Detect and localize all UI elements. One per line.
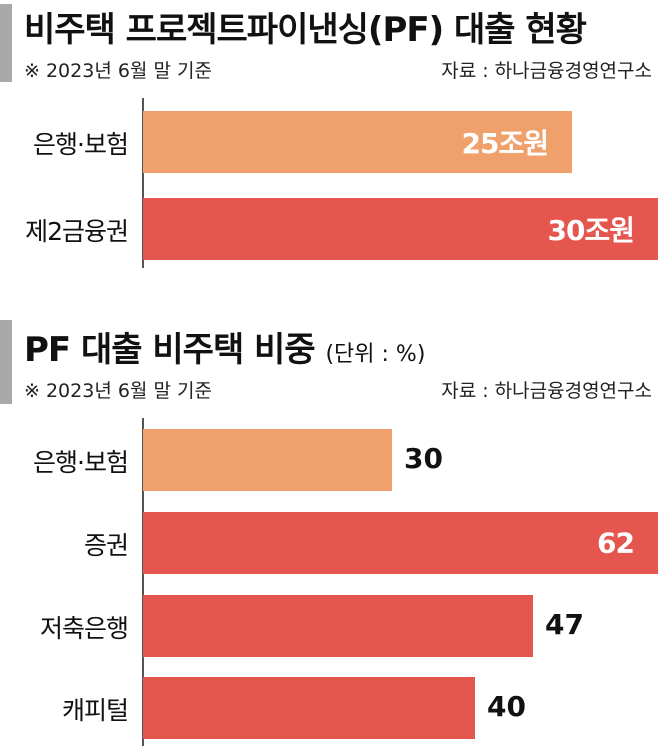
category-axis — [142, 98, 144, 268]
bar: 25조원 — [143, 111, 572, 173]
category-label: 제2금융권 — [25, 217, 129, 246]
chart-title: PF 대출 비주택 비중 (단위 : %) — [24, 322, 425, 371]
bar — [143, 677, 475, 739]
category-label: 증권 — [83, 531, 129, 560]
bar-value-label: 25조원 — [461, 127, 549, 160]
category-axis — [142, 418, 144, 746]
category-label: 은행·보험 — [33, 130, 129, 159]
title-accent-bar — [0, 4, 12, 82]
bar: 62 — [143, 512, 658, 574]
category-label: 저축은행 — [39, 614, 129, 643]
chart-note: ※ 2023년 6월 말 기준 — [24, 60, 212, 82]
chart-source: 자료 : 하나금융경영연구소 — [441, 380, 652, 402]
chart-source: 자료 : 하나금융경영연구소 — [441, 60, 652, 82]
bar-value-label: 30조원 — [547, 214, 635, 247]
category-label: 은행·보험 — [33, 448, 129, 477]
chart-note: ※ 2023년 6월 말 기준 — [24, 380, 212, 402]
bar: 30조원 — [143, 198, 658, 260]
chart-pf-loan-status: 비주택 프로젝트파이낸싱(PF) 대출 현황 ※ 2023년 6월 말 기준 자… — [0, 0, 658, 300]
title-accent-bar — [0, 320, 12, 404]
bar-value-label: 62 — [597, 526, 635, 560]
bar — [143, 595, 533, 657]
bar — [143, 429, 392, 491]
chart-unit: (단위 : %) — [325, 342, 426, 367]
chart-title-text: PF 대출 비주택 비중 — [24, 330, 316, 370]
bar-value-label: 47 — [545, 608, 584, 641]
chart-title: 비주택 프로젝트파이낸싱(PF) 대출 현황 — [24, 10, 587, 50]
bar-value-label: 40 — [487, 690, 526, 723]
category-label: 캐피털 — [61, 696, 129, 725]
bar-value-label: 30 — [404, 442, 443, 475]
